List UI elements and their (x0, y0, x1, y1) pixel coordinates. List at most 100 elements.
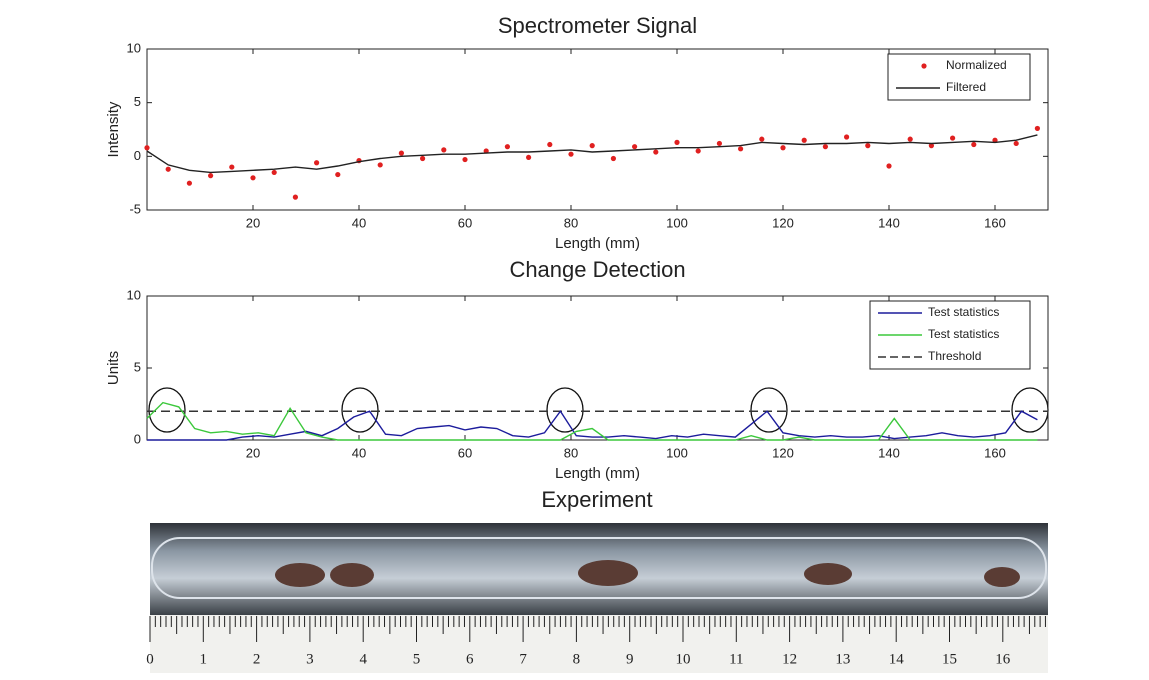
legend-label: Filtered (946, 80, 986, 94)
ruler-label: 2 (253, 651, 261, 667)
x-axis-label: Length (mm) (555, 235, 640, 252)
ruler-label: 1 (200, 651, 208, 667)
y-tick-label: 10 (127, 40, 141, 55)
ruler-label: 5 (413, 651, 421, 667)
x-tick-label: 120 (772, 215, 794, 230)
data-point (568, 151, 574, 157)
data-point (186, 180, 192, 186)
ruler-label: 14 (889, 651, 905, 667)
data-point (653, 149, 659, 155)
data-point (822, 144, 829, 150)
data-point (971, 141, 977, 148)
x-tick-label: 160 (984, 445, 1006, 460)
x-tick-label: 40 (352, 215, 366, 230)
data-point (886, 163, 892, 169)
x-tick-label: 160 (984, 215, 1006, 230)
legend-box (887, 53, 1031, 101)
x-tick-label: 140 (878, 215, 900, 230)
x-tick-label: 100 (666, 445, 688, 460)
ruler-label: 3 (306, 651, 314, 667)
annotation-circles (148, 387, 1049, 433)
data-point (441, 147, 447, 153)
data-point (335, 171, 341, 178)
legend-label: Threshold (928, 349, 981, 363)
legend-label: Normalized (946, 58, 1007, 72)
x-tick-label: 80 (564, 215, 578, 230)
data-point (738, 146, 744, 152)
plot-frame (146, 48, 1049, 211)
legend-label: Test statistics (928, 305, 999, 319)
legend-marker (921, 63, 927, 69)
x-tick-label: 100 (666, 215, 688, 230)
data-point (950, 135, 956, 141)
data-point (208, 173, 214, 179)
data-point (716, 140, 723, 147)
x-tick-label: 140 (878, 445, 900, 460)
data-point (780, 145, 786, 151)
data-point (526, 154, 532, 161)
data-point (292, 194, 298, 200)
data-point (759, 136, 765, 142)
data-point (865, 143, 871, 149)
series-line (146, 134, 1038, 174)
y-axis-label: Intensity (105, 101, 122, 157)
ruler-label: 8 (573, 651, 581, 667)
experiment-photo (149, 523, 1048, 673)
series-line (146, 401, 1038, 441)
data-point (844, 134, 850, 140)
data-point (229, 164, 235, 170)
ruler-label: 11 (729, 651, 743, 667)
data-point (547, 141, 553, 148)
y-tick-label: -5 (129, 201, 141, 216)
data-point (907, 136, 913, 142)
data-point (144, 145, 150, 151)
data-point (314, 160, 320, 166)
y-tick-label: 0 (134, 431, 141, 446)
ruler-label: 0 (146, 651, 154, 667)
ruler-label: 7 (519, 651, 527, 667)
x-tick-label: 20 (246, 215, 260, 230)
ruler-label: 9 (626, 651, 634, 667)
data-point (1034, 125, 1040, 132)
series-line (147, 409, 1038, 441)
ruler-label: 6 (466, 651, 474, 667)
data-point (801, 137, 807, 143)
data-point (377, 162, 383, 168)
data-point (632, 144, 638, 150)
x-tick-label: 60 (458, 215, 472, 230)
data-point (1013, 140, 1019, 147)
data-point (398, 150, 404, 156)
ruler-label: 13 (835, 651, 850, 667)
data-point (928, 143, 935, 149)
data-point (483, 148, 489, 154)
x-tick-label: 40 (352, 445, 366, 460)
y-tick-label: 0 (134, 148, 141, 163)
data-point (610, 155, 617, 162)
experiment-title: Experiment (541, 487, 652, 512)
data-point (165, 166, 171, 172)
data-point (271, 169, 277, 176)
ruler-label: 16 (995, 651, 1011, 667)
x-tick-label: 60 (458, 445, 472, 460)
data-point (420, 155, 426, 162)
data-point (250, 175, 256, 181)
legend-label: Test statistics (928, 327, 999, 341)
ruler-label: 4 (359, 651, 367, 667)
ruler-label: 15 (942, 651, 957, 667)
data-point (589, 143, 595, 149)
data-point (504, 144, 510, 150)
ruler-label: 10 (676, 651, 691, 667)
y-tick-label: 10 (127, 287, 141, 302)
y-axis-label: Units (105, 351, 122, 385)
y-tick-label: 5 (134, 94, 141, 109)
chart-title: Spectrometer Signal (498, 13, 697, 38)
x-tick-label: 20 (246, 445, 260, 460)
chart-title: Change Detection (509, 257, 685, 282)
data-point (695, 148, 701, 154)
data-point (674, 139, 680, 145)
y-tick-label: 5 (134, 359, 141, 374)
x-tick-label: 120 (772, 445, 794, 460)
ruler-label: 12 (782, 651, 797, 667)
data-point (992, 137, 998, 143)
